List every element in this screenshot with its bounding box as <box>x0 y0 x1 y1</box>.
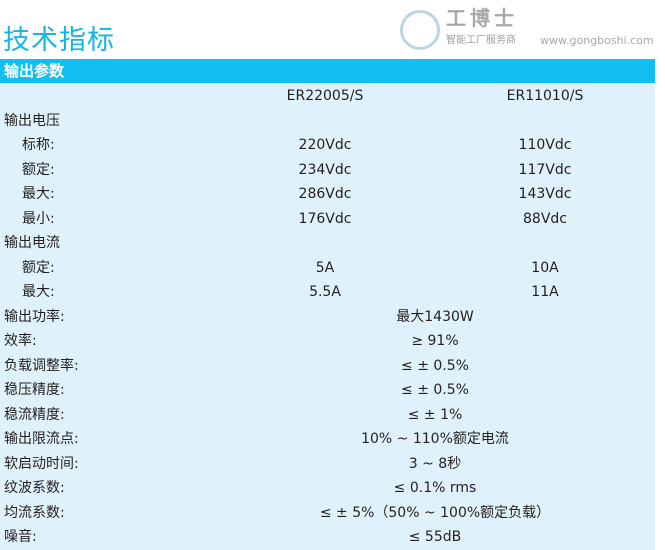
table-row: 输出电压 <box>0 109 655 133</box>
model-header-row: ER22005/S ER11010/S <box>0 84 655 108</box>
row-label: 负载调整率: <box>4 357 79 374</box>
row-value-model-1: 176Vdc <box>298 210 352 227</box>
row-value-model-1: 234Vdc <box>298 161 352 178</box>
row-value: 最大1430W <box>396 308 474 325</box>
row-label: 输出电流 <box>4 235 60 251</box>
row-value-model-1: 220Vdc <box>298 137 352 153</box>
row-label: 效率: <box>4 333 37 349</box>
table-row: 输出电流 <box>0 231 655 255</box>
row-value: ≤ 0.1% rms <box>393 480 477 496</box>
row-label: 最大: <box>22 186 55 202</box>
row-label: 输出限流点: <box>4 431 79 447</box>
row-value: 10% ~ 110%额定电流 <box>361 431 509 447</box>
table-row: 稳压精度: ≤ ± 0.5% <box>0 378 655 402</box>
row-label: 标称: <box>22 137 55 153</box>
row-value-model-1: 286Vdc <box>298 186 352 202</box>
table-row: 软启动时间: 3 ~ 8秒 <box>0 452 655 476</box>
row-value-model-1: 5A <box>315 259 335 276</box>
table-row: 噪音: ≤ 55dB <box>0 525 655 549</box>
row-label: 输出功率: <box>4 308 65 325</box>
table-row: 负载调整率: ≤ ± 0.5% <box>0 354 655 378</box>
row-value: ≤ 55dB <box>408 529 462 545</box>
table-row: 输出限流点: 10% ~ 110%额定电流 <box>0 427 655 451</box>
watermark: 工博士 智能工厂服务商 www.gongboshi.com <box>400 6 654 54</box>
row-value-model-2: 10A <box>531 259 559 276</box>
row-label: 稳压精度: <box>4 382 65 398</box>
row-value-model-2: 88Vdc <box>523 210 567 227</box>
row-label: 噪音: <box>4 529 37 545</box>
table-row: 均流系数: ≤ ± 5%（50% ~ 100%额定负载） <box>0 501 655 525</box>
row-value: ≤ ± 5%（50% ~ 100%额定负载） <box>319 504 551 521</box>
row-value: ≤ ± 1% <box>407 406 463 423</box>
model-1: ER22005/S <box>286 88 364 104</box>
row-label: 额定: <box>22 259 55 276</box>
row-value: 3 ~ 8秒 <box>408 455 462 472</box>
table-row: 稳流精度: ≤ ± 1% <box>0 403 655 427</box>
table-row: 额定: 234Vdc 117Vdc <box>0 158 655 182</box>
row-label: 软启动时间: <box>4 455 79 472</box>
section-header: 输出参数 <box>0 59 655 83</box>
row-value-model-2: 110Vdc <box>518 137 572 153</box>
row-value-model-2: 143Vdc <box>518 186 572 202</box>
page-title: 技术指标 <box>3 25 115 56</box>
row-label: 输出电压 <box>4 112 60 129</box>
row-value: ≤ ± 0.5% <box>401 357 469 374</box>
row-value: ≤ ± 0.5% <box>401 382 469 398</box>
table-row: 标称: 220Vdc 110Vdc <box>0 133 655 157</box>
watermark-slogan: 智能工厂服务商 <box>446 35 516 46</box>
table-row: 纹波系数: ≤ 0.1% rms <box>0 476 655 500</box>
row-label: 纹波系数: <box>4 480 65 496</box>
table-row: 额定: 5A 10A <box>0 256 655 280</box>
watermark-url: www.gongboshi.com <box>540 34 654 47</box>
model-2: ER11010/S <box>506 88 584 104</box>
table-row: 效率: ≥ 91% <box>0 329 655 353</box>
row-label: 稳流精度: <box>4 406 65 423</box>
row-value-model-2: 117Vdc <box>518 161 572 178</box>
watermark-logo-icon <box>400 10 440 50</box>
spec-table: ER22005/S ER11010/S 输出电压标称: 220Vdc 110Vdc 额… <box>0 83 655 550</box>
row-label: 最大: <box>22 284 55 300</box>
row-value-model-2: 11A <box>531 284 559 300</box>
table-row: 最大: 286Vdc 143Vdc <box>0 182 655 206</box>
row-value-model-1: 5.5A <box>309 284 341 300</box>
table-row: 输出功率: 最大1430W <box>0 305 655 329</box>
row-label: 均流系数: <box>4 504 65 521</box>
table-row: 最大: 5.5A 11A <box>0 280 655 304</box>
watermark-name: 工博士 <box>446 6 518 30</box>
row-label: 额定: <box>22 161 55 178</box>
row-label: 最小: <box>22 210 55 227</box>
row-value: ≥ 91% <box>411 333 459 349</box>
table-row: 最小: 176Vdc 88Vdc <box>0 207 655 231</box>
